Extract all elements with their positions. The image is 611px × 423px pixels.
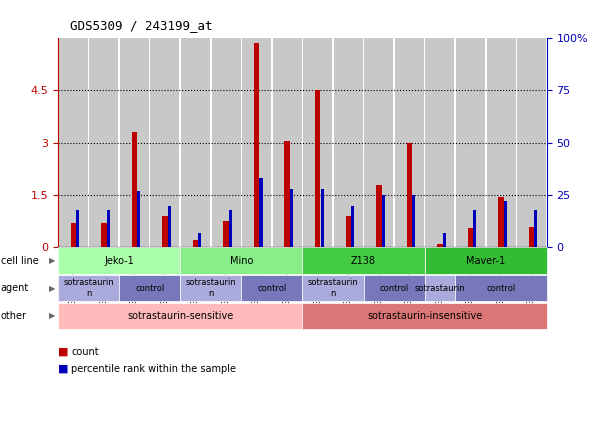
Text: agent: agent	[1, 283, 29, 293]
Text: percentile rank within the sample: percentile rank within the sample	[71, 364, 236, 374]
Bar	[529, 227, 535, 247]
Bar	[504, 201, 507, 247]
Bar	[486, 38, 516, 247]
Text: sotrastaurin: sotrastaurin	[414, 283, 466, 293]
Text: Mino: Mino	[230, 255, 253, 266]
Text: count: count	[71, 347, 99, 357]
Text: sotrastaurin-sensitive: sotrastaurin-sensitive	[127, 310, 233, 321]
Text: control: control	[135, 283, 164, 293]
Bar	[517, 38, 546, 247]
Text: ■: ■	[58, 364, 68, 374]
Text: control: control	[486, 283, 516, 293]
Bar	[364, 38, 393, 247]
Bar	[107, 210, 110, 247]
Text: ▶: ▶	[48, 256, 55, 265]
Bar	[254, 43, 259, 247]
Bar	[468, 228, 473, 247]
Bar	[89, 38, 119, 247]
Bar	[315, 91, 320, 247]
Bar	[382, 195, 385, 247]
Bar	[395, 38, 424, 247]
Text: control: control	[379, 283, 409, 293]
Bar	[303, 38, 332, 247]
Text: Jeko-1: Jeko-1	[104, 255, 134, 266]
Bar	[351, 206, 354, 247]
Bar	[168, 206, 171, 247]
Bar	[290, 189, 293, 247]
Text: other: other	[1, 310, 27, 321]
Bar	[273, 38, 302, 247]
Bar	[407, 143, 412, 247]
Bar	[163, 216, 167, 247]
Bar	[71, 223, 76, 247]
Bar	[211, 38, 241, 247]
Text: cell line: cell line	[1, 255, 38, 266]
Text: Z138: Z138	[351, 255, 376, 266]
Bar	[181, 38, 210, 247]
Bar	[137, 191, 141, 247]
Bar	[456, 38, 485, 247]
Bar	[437, 244, 442, 247]
Text: sotrastaurin
n: sotrastaurin n	[63, 278, 114, 298]
Bar	[346, 216, 351, 247]
Text: sotrastaurin
n: sotrastaurin n	[185, 278, 236, 298]
Text: ■: ■	[58, 347, 68, 357]
Bar	[260, 179, 263, 247]
Bar	[101, 223, 107, 247]
Bar	[193, 241, 199, 247]
Bar	[120, 38, 149, 247]
Bar	[535, 210, 538, 247]
Bar	[132, 132, 137, 247]
Bar	[443, 233, 446, 247]
Bar	[76, 210, 79, 247]
Bar	[150, 38, 180, 247]
Bar	[334, 38, 363, 247]
Text: Maver-1: Maver-1	[466, 255, 505, 266]
Bar	[229, 210, 232, 247]
Bar	[199, 233, 202, 247]
Text: control: control	[257, 283, 287, 293]
Bar	[376, 185, 381, 247]
Bar	[285, 141, 290, 247]
Bar	[474, 210, 477, 247]
Bar	[321, 189, 324, 247]
Bar	[224, 221, 229, 247]
Text: GDS5309 / 243199_at: GDS5309 / 243199_at	[70, 19, 213, 32]
Text: sotrastaurin
n: sotrastaurin n	[307, 278, 359, 298]
Text: ▶: ▶	[48, 311, 55, 320]
Bar	[59, 38, 88, 247]
Text: sotrastaurin-insensitive: sotrastaurin-insensitive	[367, 310, 482, 321]
Bar	[242, 38, 271, 247]
Text: ▶: ▶	[48, 283, 55, 293]
Bar	[412, 195, 415, 247]
Bar	[499, 197, 503, 247]
Bar	[425, 38, 455, 247]
